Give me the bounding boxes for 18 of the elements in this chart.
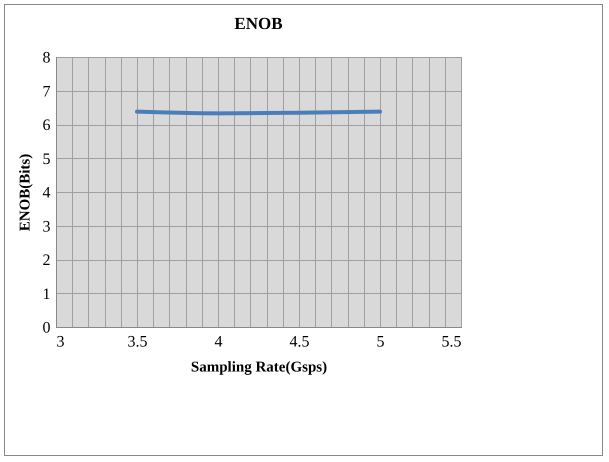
y-axis-title: ENOB(Bits)	[18, 154, 34, 232]
y-tick-label: 3	[42, 218, 50, 236]
x-tick-label: 4	[214, 334, 222, 350]
y-tick-label: 7	[42, 83, 50, 100]
y-tick-label: 5	[42, 150, 50, 168]
x-tick-label: 3	[56, 334, 64, 350]
y-tick-label: 2	[42, 252, 50, 269]
x-tick-label: 5	[376, 334, 384, 350]
x-tick-label: 5.5	[442, 334, 462, 350]
x-tick-label: 3.5	[128, 334, 148, 350]
y-tick-label: 4	[42, 184, 50, 202]
chart-title: ENOB	[234, 14, 283, 33]
x-axis-title: Sampling Rate(Gsps)	[190, 360, 328, 376]
x-tick-label: 4.5	[290, 334, 310, 350]
y-tick-label: 8	[42, 50, 50, 66]
y-tick-label: 0	[42, 320, 50, 336]
y-tick-label: 6	[42, 117, 50, 134]
y-tick-label: 1	[42, 286, 50, 303]
